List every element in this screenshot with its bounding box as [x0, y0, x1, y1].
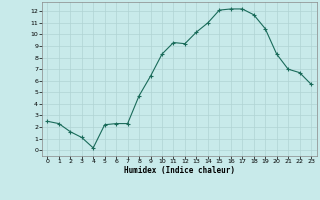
X-axis label: Humidex (Indice chaleur): Humidex (Indice chaleur) [124, 166, 235, 175]
